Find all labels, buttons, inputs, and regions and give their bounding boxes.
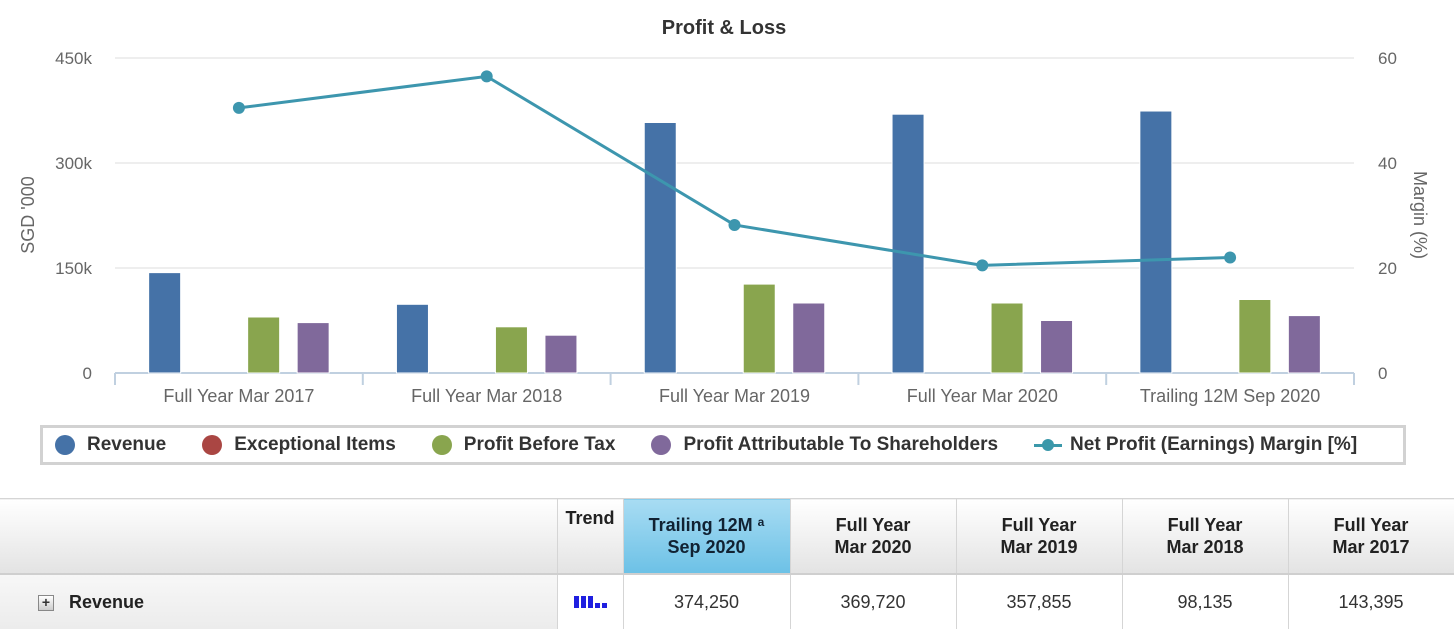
header-fy-mar-2019[interactable]: Full Year Mar 2019 xyxy=(956,498,1123,575)
point-net-profit-margin xyxy=(232,101,245,114)
header-trend: Trend xyxy=(557,498,624,575)
bar-profit-before-tax xyxy=(742,283,776,374)
bar-profit-attributable-to-shareholders xyxy=(544,334,578,374)
header-fy-mar-2020[interactable]: Full Year Mar 2020 xyxy=(790,498,957,575)
legend-label-net-profit-margin: Net Profit (Earnings) Margin [%] xyxy=(1070,434,1358,455)
bar-revenue xyxy=(891,113,925,374)
chart-title: Profit & Loss xyxy=(662,17,786,39)
y2-axis-label: Margin (%) xyxy=(1410,171,1430,259)
table-header-row: Trend Trailing 12M a Sep 2020 Full Year … xyxy=(0,498,1454,575)
x-axis-tick-label: Trailing 12M Sep 2020 xyxy=(1140,386,1320,406)
x-axis-tick-label: Full Year Mar 2020 xyxy=(907,386,1058,406)
header-fy-mar-2017[interactable]: Full Year Mar 2017 xyxy=(1288,498,1454,575)
header-fy-mar-2017-line2: Mar 2017 xyxy=(1332,537,1410,557)
bar-profit-before-tax xyxy=(1238,299,1272,374)
legend-item-net-profit-margin[interactable]: Net Profit (Earnings) Margin [%] xyxy=(1034,434,1357,456)
value-trailing-12m: 374,250 xyxy=(623,574,791,629)
y-axis-tick-label: 450k xyxy=(55,49,92,68)
bar-revenue xyxy=(1139,110,1173,374)
header-fy-mar-2019-line2: Mar 2019 xyxy=(1000,537,1078,557)
header-trailing-12m-line1: Trailing 12M xyxy=(648,515,753,535)
y2-axis-tick-label: 40 xyxy=(1378,154,1397,173)
value-fy-mar-2017: 143,395 xyxy=(1288,574,1454,629)
profit-attributable-legend-marker xyxy=(651,435,672,455)
y2-axis-tick-label: 0 xyxy=(1378,364,1387,383)
profit-before-tax-legend-marker xyxy=(431,435,452,455)
point-net-profit-margin xyxy=(976,259,989,272)
y2-axis-tick-label: 60 xyxy=(1378,49,1397,68)
header-fy-mar-2018-line1: Full Year xyxy=(1167,515,1243,535)
net-profit-margin-legend-marker xyxy=(1034,435,1063,455)
y2-axis-tick-label: 20 xyxy=(1378,259,1397,278)
plus-icon[interactable]: + xyxy=(38,594,54,611)
header-trailing-12m-line2: Sep 2020 xyxy=(667,537,746,557)
row-label-cell: + Revenue xyxy=(0,574,558,629)
legend-item-profit-before-tax[interactable]: Profit Before Tax xyxy=(431,434,616,456)
bar-profit-before-tax xyxy=(247,316,281,374)
bar-revenue xyxy=(643,122,677,374)
bar-revenue xyxy=(395,303,429,374)
bar-profit-attributable-to-shareholders xyxy=(792,302,826,374)
x-axis-tick-label: Full Year Mar 2019 xyxy=(659,386,810,406)
revenue-legend-marker xyxy=(55,435,75,455)
trend-cell[interactable] xyxy=(557,574,624,629)
point-net-profit-margin xyxy=(728,218,741,231)
value-fy-mar-2020: 369,720 xyxy=(790,574,957,629)
bar-profit-attributable-to-shareholders xyxy=(1040,320,1074,374)
header-fy-mar-2018-line2: Mar 2018 xyxy=(1166,537,1244,557)
legend-item-revenue[interactable]: Revenue xyxy=(55,434,166,456)
header-fy-mar-2020-line1: Full Year xyxy=(835,515,911,535)
table-row: + Revenue 374,250 369,720 357,855 98,135… xyxy=(0,574,1454,629)
chart: Profit & Loss 0 150k 300k 450k 0 20 40 60 SGD '00… xyxy=(18,17,1430,406)
bar-profit-before-tax xyxy=(494,326,528,374)
header-footnote-marker: a xyxy=(757,515,765,529)
legend-item-exceptional-items[interactable]: Exceptional Items xyxy=(202,434,396,456)
financials-table: Trend Trailing 12M a Sep 2020 Full Year … xyxy=(0,498,1454,629)
bar-profit-before-tax xyxy=(990,302,1024,374)
legend-label-exceptional-items: Exceptional Items xyxy=(234,434,396,455)
header-blank xyxy=(0,498,558,575)
bar-profit-attributable-to-shareholders xyxy=(296,322,330,374)
bar-profit-attributable-to-shareholders xyxy=(1287,315,1321,374)
y-axis-tick-label: 300k xyxy=(55,154,92,173)
point-net-profit-margin xyxy=(480,70,493,83)
legend-label-revenue: Revenue xyxy=(87,434,167,455)
bar-revenue xyxy=(148,272,182,374)
header-trailing-12m[interactable]: Trailing 12M a Sep 2020 xyxy=(623,498,791,575)
header-fy-mar-2020-line2: Mar 2020 xyxy=(834,537,912,557)
legend-label-profit-before-tax: Profit Before Tax xyxy=(463,434,616,455)
line-net-profit-margin xyxy=(238,74,1231,267)
y-axis-tick-label: 150k xyxy=(55,259,92,278)
header-fy-mar-2018[interactable]: Full Year Mar 2018 xyxy=(1122,498,1289,575)
y-axis-tick-label: 0 xyxy=(83,364,92,383)
point-net-profit-margin xyxy=(1224,251,1237,264)
legend-label-profit-attributable: Profit Attributable To Shareholders xyxy=(683,434,999,455)
row-label: Revenue xyxy=(69,591,145,612)
legend-item-profit-attributable[interactable]: Profit Attributable To Shareholders xyxy=(651,434,998,456)
chart-legend: Revenue Exceptional Items Profit Before … xyxy=(40,425,1406,465)
header-fy-mar-2019-line1: Full Year xyxy=(1001,515,1077,535)
header-fy-mar-2017-line1: Full Year xyxy=(1333,515,1409,535)
x-axis-tick-label: Full Year Mar 2018 xyxy=(411,386,562,406)
trend-sparkline-icon xyxy=(573,594,607,608)
x-axis-tick-label: Full Year Mar 2017 xyxy=(163,386,314,406)
value-fy-mar-2018: 98,135 xyxy=(1122,574,1289,629)
value-fy-mar-2019: 357,855 xyxy=(956,574,1123,629)
exceptional-items-legend-marker xyxy=(202,435,223,455)
y-axis-label: SGD '000 xyxy=(18,176,38,253)
